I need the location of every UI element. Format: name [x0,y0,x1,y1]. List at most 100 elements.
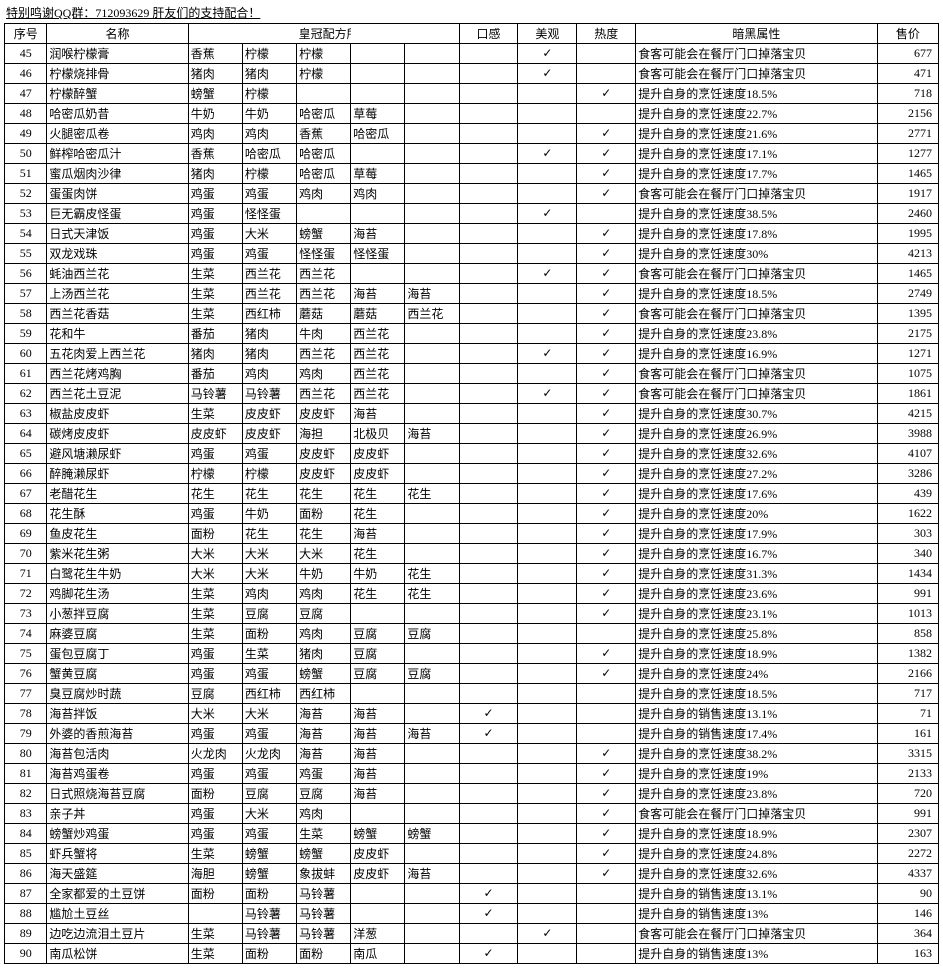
cell-ing1: 鸡肉 [242,364,296,384]
cell-ing4 [405,764,459,784]
cell-name: 椒盐皮皮虾 [47,404,188,424]
cell-heat: ✓ [577,504,636,524]
cell-ing4 [405,464,459,484]
cell-look [518,904,577,924]
cell-ing2: 马铃薯 [297,904,351,924]
cell-look [518,624,577,644]
cell-ing0: 鸡蛋 [188,664,242,684]
cell-taste [459,184,518,204]
cell-name: 海苔包活肉 [47,744,188,764]
cell-ing4 [405,364,459,384]
cell-ing0: 面粉 [188,784,242,804]
cell-ing0: 猪肉 [188,164,242,184]
cell-price: 2460 [877,204,938,224]
cell-price: 677 [877,44,938,64]
cell-ing2 [297,204,351,224]
cell-ing4: 西兰花 [405,304,459,324]
cell-price: 991 [877,584,938,604]
cell-ing0: 海胆 [188,864,242,884]
cell-look [518,584,577,604]
cell-ing2: 皮皮虾 [297,464,351,484]
cell-idx: 52 [5,184,47,204]
cell-ing1: 豆腐 [242,784,296,804]
cell-idx: 77 [5,684,47,704]
cell-price: 146 [877,904,938,924]
cell-look [518,104,577,124]
table-row: 72鸡脚花生汤生菜鸡肉鸡肉花生花生✓提升自身的烹饪速度23.6%991 [5,584,939,604]
cell-taste [459,484,518,504]
cell-dark: 提升自身的烹饪速度23.8% [636,324,877,344]
cell-ing0: 生菜 [188,944,242,964]
cell-price: 4213 [877,244,938,264]
cell-ing1: 皮皮虾 [242,424,296,444]
cell-heat: ✓ [577,364,636,384]
cell-ing3: 花生 [351,484,405,504]
cell-ing3: 海苔 [351,724,405,744]
cell-ing0: 生菜 [188,584,242,604]
cell-ing3 [351,144,405,164]
cell-idx: 69 [5,524,47,544]
cell-ing3: 海苔 [351,524,405,544]
cell-name: 老醋花生 [47,484,188,504]
cell-ing3: 螃蟹 [351,824,405,844]
table-row: 49火腿密瓜卷鸡肉鸡肉香蕉哈密瓜✓提升自身的烹饪速度21.6%2771 [5,124,939,144]
cell-dark: 提升自身的销售速度17.4% [636,724,877,744]
cell-dark: 提升自身的烹饪速度23.6% [636,584,877,604]
cell-idx: 80 [5,744,47,764]
cell-heat [577,104,636,124]
cell-taste [459,224,518,244]
cell-dark: 食客可能会在餐厅门口掉落宝贝 [636,304,877,324]
cell-ing2: 鸡肉 [297,584,351,604]
cell-heat [577,704,636,724]
cell-price: 1434 [877,564,938,584]
cell-name: 柠檬醉蟹 [47,84,188,104]
table-row: 66醉腌濑尿虾柠檬柠檬皮皮虾皮皮虾✓提升自身的烹饪速度27.2%3286 [5,464,939,484]
cell-idx: 47 [5,84,47,104]
table-row: 62西兰花土豆泥马铃薯马铃薯西兰花西兰花✓✓食客可能会在餐厅门口掉落宝贝1861 [5,384,939,404]
cell-ing2: 鸡肉 [297,364,351,384]
col-look: 美观 [518,24,577,44]
cell-dark: 提升自身的烹饪速度17.7% [636,164,877,184]
cell-heat [577,884,636,904]
cell-price: 1271 [877,344,938,364]
cell-taste [459,244,518,264]
cell-name: 海苔鸡蛋卷 [47,764,188,784]
cell-price: 2307 [877,824,938,844]
cell-name: 全家都爱的土豆饼 [47,884,188,904]
cell-taste: ✓ [459,944,518,964]
col-ingredients: 皇冠配方所需食材 [297,24,351,44]
cell-ing2: 猪肉 [297,644,351,664]
cell-ing1: 花生 [242,524,296,544]
cell-idx: 68 [5,504,47,524]
cell-ing1: 大米 [242,704,296,724]
table-row: 65避风塘濑尿虾鸡蛋鸡蛋皮皮虾皮皮虾✓提升自身的烹饪速度32.6%4107 [5,444,939,464]
cell-dark: 提升自身的销售速度13.1% [636,884,877,904]
cell-price: 3286 [877,464,938,484]
cell-price: 720 [877,784,938,804]
cell-ing1: 大米 [242,224,296,244]
cell-ing4: 豆腐 [405,664,459,684]
cell-ing3: 海苔 [351,744,405,764]
cell-ing1: 鸡蛋 [242,444,296,464]
cell-price: 2771 [877,124,938,144]
cell-look [518,724,577,744]
cell-ing1: 马铃薯 [242,924,296,944]
cell-dark: 提升自身的烹饪速度24% [636,664,877,684]
cell-dark: 食客可能会在餐厅门口掉落宝贝 [636,924,877,944]
cell-idx: 67 [5,484,47,504]
cell-name: 海天盛筵 [47,864,188,884]
cell-ing3: 皮皮虾 [351,864,405,884]
table-row: 55双龙戏珠鸡蛋鸡蛋怪怪蛋怪怪蛋✓提升自身的烹饪速度30%4213 [5,244,939,264]
cell-ing2: 柠檬 [297,44,351,64]
cell-dark: 提升自身的烹饪速度18.9% [636,644,877,664]
cell-taste [459,544,518,564]
table-row: 90南瓜松饼生菜面粉面粉南瓜✓提升自身的销售速度13%163 [5,944,939,964]
cell-ing4 [405,124,459,144]
cell-heat: ✓ [577,544,636,564]
table-row: 89边吃边流泪土豆片生菜马铃薯马铃薯洋葱✓食客可能会在餐厅门口掉落宝贝364 [5,924,939,944]
cell-ing4: 海苔 [405,424,459,444]
cell-ing4 [405,644,459,664]
cell-ing0: 番茄 [188,324,242,344]
cell-dark: 提升自身的烹饪速度27.2% [636,464,877,484]
cell-idx: 70 [5,544,47,564]
